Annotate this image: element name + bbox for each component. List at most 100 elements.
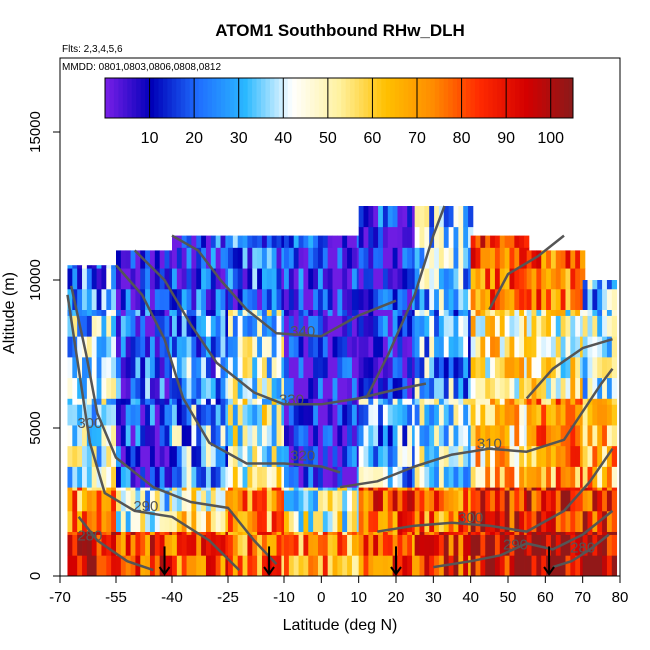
heatmap-cell	[611, 309, 618, 316]
heatmap-cell	[201, 309, 207, 316]
heatmap-cell	[434, 247, 440, 269]
heatmap-cell	[509, 555, 515, 577]
heatmap-cell	[536, 288, 542, 310]
heatmap-cell	[293, 531, 299, 535]
heatmap-cell	[288, 398, 295, 405]
heatmap-cell	[313, 425, 319, 447]
heatmap-cell	[438, 247, 445, 269]
heatmap-cell	[575, 250, 581, 269]
heatmap-cell	[402, 247, 408, 269]
heatmap-cell	[196, 404, 202, 426]
heatmap-cell	[555, 268, 562, 290]
heatmap-cell	[186, 531, 192, 535]
contour-label: 330	[279, 391, 304, 408]
heatmap-cell	[135, 356, 141, 379]
contour-label: 340	[290, 323, 315, 340]
heatmap-cell	[261, 309, 268, 316]
heatmap-cell	[116, 531, 122, 535]
heatmap-cell	[485, 425, 491, 447]
heatmap-cell	[266, 404, 273, 426]
heatmap-cell	[172, 510, 178, 532]
heatmap-cell	[407, 226, 413, 248]
heatmap-cell	[106, 268, 112, 290]
heatmap-cell	[67, 288, 73, 310]
heatmap-cell	[125, 336, 131, 358]
heatmap-cell	[499, 336, 506, 358]
heatmap-cell	[82, 265, 88, 269]
heatmap-cell	[387, 404, 394, 426]
colorbar-swatch	[238, 78, 244, 118]
heatmap-cell	[347, 445, 353, 467]
heatmap-cell	[504, 398, 510, 405]
heatmap-cell	[368, 487, 374, 491]
heatmap-cell	[519, 555, 525, 577]
heatmap-cell	[499, 425, 506, 447]
heatmap-cell	[284, 268, 290, 290]
heatmap-cell	[358, 309, 364, 316]
colorbar-swatch	[385, 78, 391, 118]
heatmap-cell	[414, 404, 420, 426]
heatmap-cell	[378, 226, 384, 248]
heatmap-cell	[257, 490, 263, 512]
heatmap-cell	[172, 404, 178, 426]
heatmap-cell	[555, 250, 562, 269]
heatmap-cell	[536, 268, 542, 290]
heatmap-cell	[313, 404, 319, 426]
heatmap-cell	[434, 398, 440, 405]
heatmap-cell	[186, 534, 192, 556]
heatmap-cell	[288, 309, 295, 316]
heatmap-cell	[242, 404, 248, 426]
heatmap-cell	[145, 336, 151, 358]
heatmap-cell	[414, 510, 420, 532]
heatmap-cell	[514, 309, 520, 316]
x-tick-label: 30	[425, 589, 442, 606]
heatmap-cell	[303, 356, 309, 379]
heatmap-cell	[592, 288, 598, 310]
colorbar-swatch	[274, 78, 280, 118]
heatmap-cell	[463, 531, 469, 535]
heatmap-cell	[228, 487, 234, 491]
heatmap-cell	[228, 404, 234, 426]
heatmap-cell	[298, 466, 304, 488]
heatmap-cell	[565, 250, 571, 269]
heatmap-cell	[145, 315, 151, 337]
heatmap-cell	[475, 247, 481, 269]
heatmap-cell	[120, 487, 127, 491]
heatmap-cell	[397, 226, 403, 248]
heatmap-cell	[453, 510, 459, 532]
heatmap-cell	[485, 268, 491, 290]
heatmap-cell	[602, 490, 608, 512]
heatmap-cell	[149, 404, 156, 426]
heatmap-cell	[228, 510, 234, 532]
heatmap-cell	[480, 377, 486, 399]
heatmap-cell	[550, 510, 557, 532]
heatmap-cell	[67, 425, 73, 447]
heatmap-cell	[271, 487, 277, 491]
heatmap-cell	[555, 490, 562, 512]
heatmap-cell	[438, 534, 445, 556]
heatmap-cell	[358, 510, 364, 532]
colorbar-swatch	[372, 78, 378, 118]
heatmap-cell	[582, 425, 588, 447]
heatmap-cell	[570, 356, 576, 379]
heatmap-cell	[220, 309, 226, 316]
heatmap-cell	[509, 336, 515, 358]
heatmap-cell	[499, 555, 506, 577]
heatmap-cell	[382, 356, 389, 379]
heatmap-cell	[575, 268, 581, 290]
heatmap-cell	[555, 309, 562, 316]
colorbar-swatch	[211, 78, 217, 118]
heatmap-cell	[414, 206, 420, 228]
heatmap-cell	[72, 534, 78, 556]
heatmap-cell	[485, 555, 491, 577]
heatmap-cell	[313, 398, 319, 405]
heatmap-cell	[499, 247, 506, 269]
heatmap-cell	[125, 425, 131, 447]
heatmap-cell	[82, 534, 88, 556]
contour-line	[339, 368, 614, 489]
x-tick-label: 60	[537, 589, 554, 606]
heatmap-cell	[237, 490, 243, 512]
heatmap-cell	[458, 288, 464, 310]
heatmap-cell	[172, 268, 178, 290]
heatmap-cell	[67, 356, 73, 379]
